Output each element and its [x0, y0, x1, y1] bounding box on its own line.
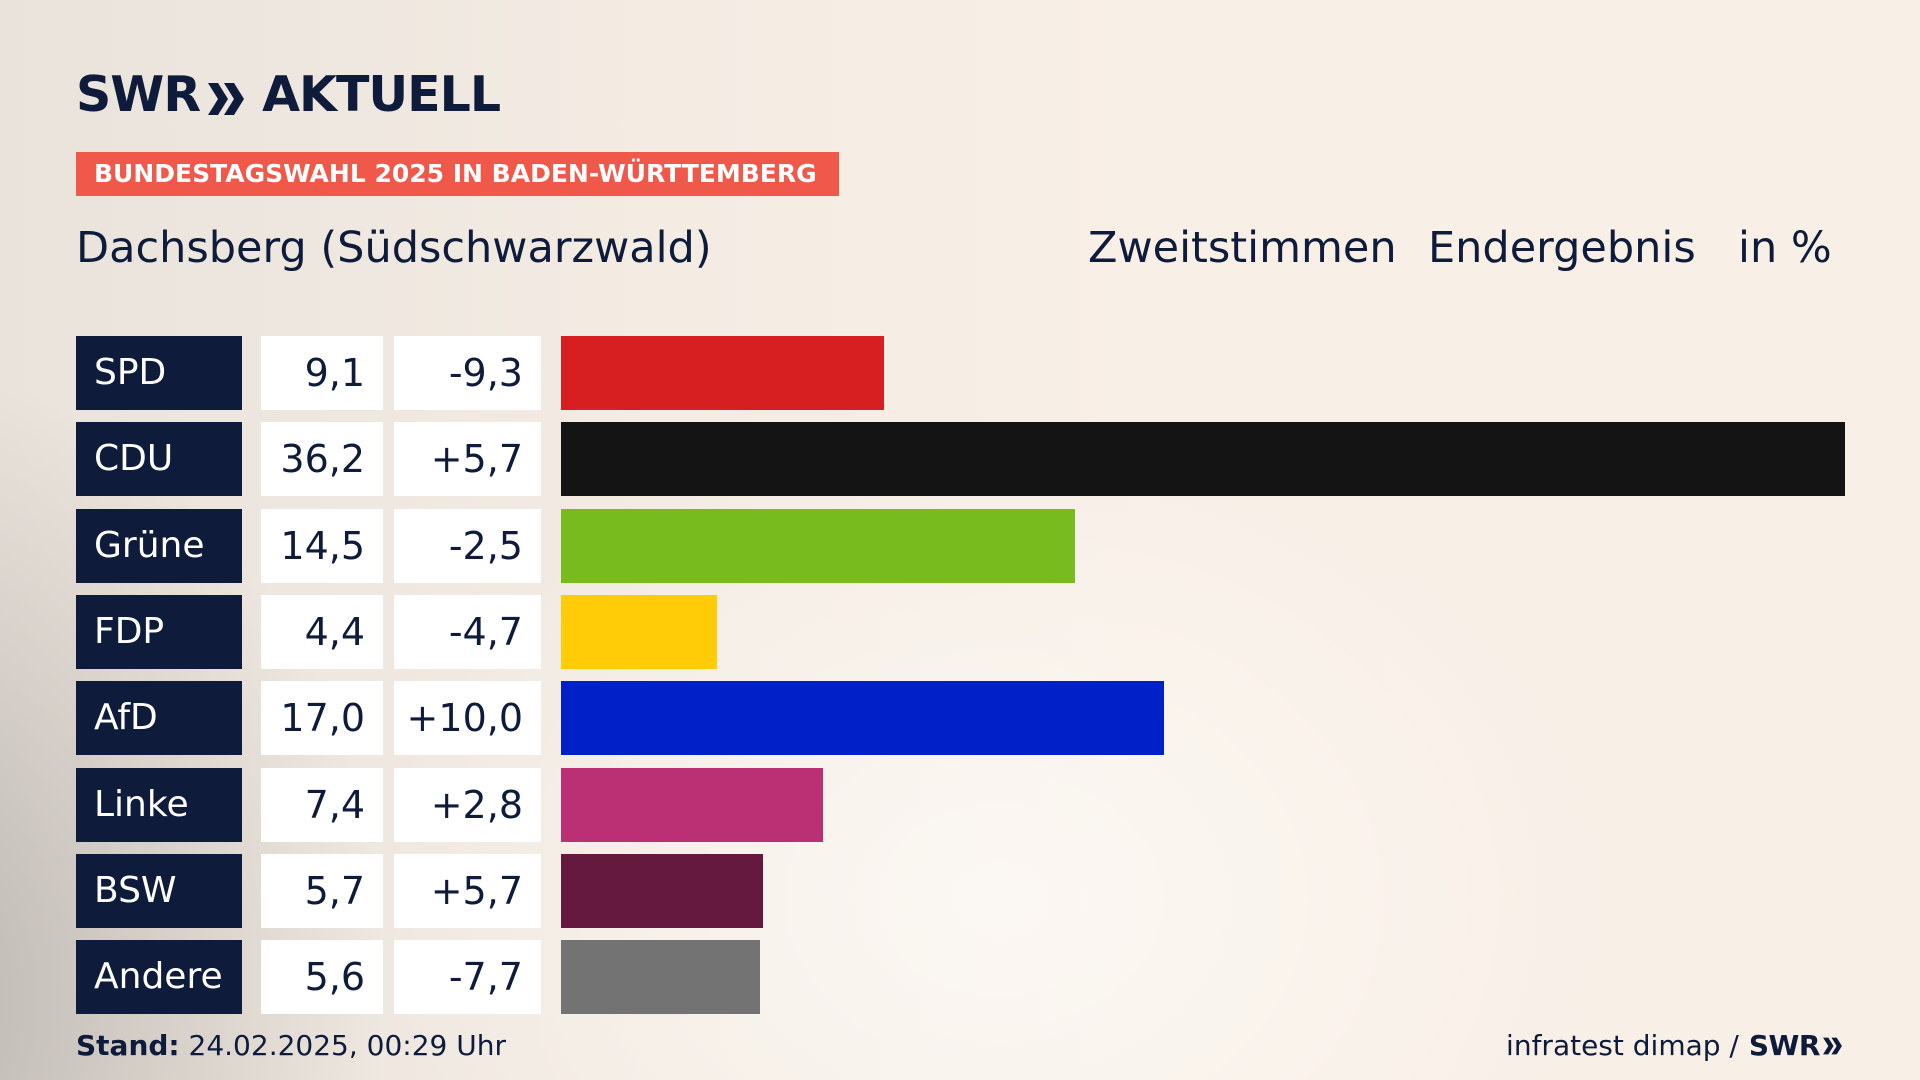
- party-label: BSW: [76, 853, 242, 928]
- source-brand-text: SWR: [1748, 1029, 1821, 1062]
- party-label: Linke: [76, 767, 242, 842]
- source-text: infratest dimap /: [1506, 1029, 1739, 1062]
- votes-type-label: Zweitstimmen: [1088, 223, 1397, 273]
- value-label: 5,7: [261, 853, 383, 928]
- source-credit: infratest dimap / SWR: [1506, 1028, 1844, 1064]
- value-label: 17,0: [261, 681, 383, 756]
- double-chevron-icon: [1823, 1037, 1842, 1055]
- value-label: 14,5: [261, 508, 383, 583]
- bar: [561, 422, 1845, 497]
- diff-label: +5,7: [394, 853, 541, 928]
- diff-label: +5,7: [394, 422, 541, 497]
- party-label: CDU: [76, 422, 242, 497]
- value-label: 36,2: [261, 422, 383, 497]
- diff-label: -9,3: [394, 336, 541, 410]
- diff-label: -4,7: [394, 594, 541, 669]
- diff-label: -7,7: [394, 940, 541, 1015]
- party-label: FDP: [76, 594, 242, 669]
- source-brand: SWR: [1749, 1028, 1844, 1064]
- diff-label: -2,5: [394, 508, 541, 583]
- election-banner: BUNDESTAGSWAHL 2025 IN BADEN-WÜRTTEMBERG: [76, 152, 839, 196]
- stand-label: Stand:: [76, 1029, 180, 1062]
- bar: [561, 853, 763, 928]
- logo-name: AKTUELL: [262, 65, 501, 123]
- unit-label: in %: [1738, 223, 1832, 273]
- value-label: 4,4: [261, 594, 383, 669]
- swr-aktuell-logo: SWR AKTUELL: [76, 64, 501, 124]
- value-label: 7,4: [261, 767, 383, 842]
- party-label: Andere: [76, 940, 242, 1015]
- bar: [561, 940, 760, 1015]
- logo-brand: SWR: [76, 65, 201, 123]
- bar: [561, 681, 1164, 756]
- timestamp: Stand: 24.02.2025, 00:29 Uhr: [76, 1028, 506, 1064]
- diff-label: +10,0: [394, 681, 541, 756]
- bar: [561, 336, 884, 410]
- stand-value: 24.02.2025, 00:29 Uhr: [188, 1029, 506, 1062]
- bar: [561, 767, 823, 842]
- value-label: 9,1: [261, 336, 383, 410]
- bar: [561, 594, 717, 669]
- diff-label: +2,8: [394, 767, 541, 842]
- party-label: AfD: [76, 681, 242, 756]
- party-label: Grüne: [76, 508, 242, 583]
- value-label: 5,6: [261, 940, 383, 1015]
- bar: [561, 508, 1075, 583]
- double-chevron-icon: [206, 74, 248, 115]
- party-label: SPD: [76, 336, 242, 410]
- region-title: Dachsberg (Südschwarzwald): [76, 223, 712, 273]
- result-status-label: Endergebnis: [1428, 223, 1696, 273]
